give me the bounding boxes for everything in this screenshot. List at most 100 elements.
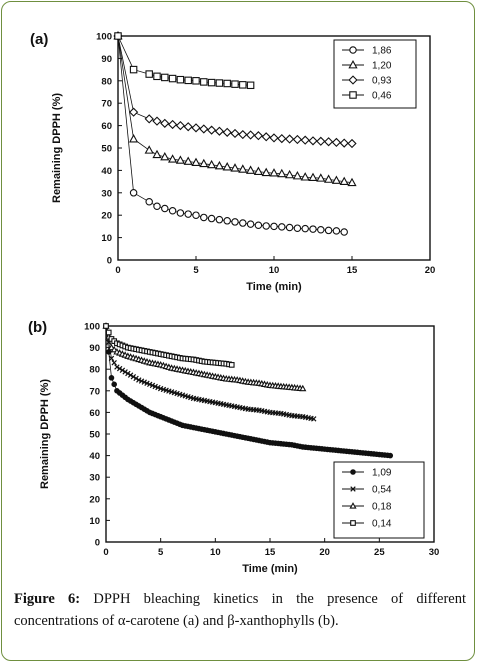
panel-label-b: (b) [28,319,47,336]
panel-label-a: (a) [30,31,48,48]
data-point [299,384,307,392]
legend-marker [349,502,357,509]
y-tick-label: 10 [89,516,100,527]
x-tick-label: 20 [425,265,436,276]
data-point [246,220,255,228]
x-tick-label: 0 [115,265,120,276]
data-point [228,362,235,368]
data-point [215,79,224,87]
legend-label: 1,20 [372,61,392,72]
data-point [262,222,270,230]
legend-marker [349,46,357,54]
data-point [145,70,153,78]
x-axis-title: Time (min) [246,281,302,293]
x-tick-label: 0 [103,547,108,558]
legend-marker [349,91,357,99]
data-point [324,226,333,235]
data-point [200,213,208,222]
data-point [144,145,154,154]
data-point [332,227,341,235]
data-point [339,138,349,148]
data-point [119,367,126,374]
data-point [153,202,161,210]
data-point [238,164,248,173]
data-point [308,172,318,181]
data-point [308,136,318,146]
data-point [160,151,170,161]
data-point [105,329,112,336]
y-tick-label: 10 [101,233,112,244]
data-point [108,375,115,381]
data-point [122,369,128,375]
data-point [167,119,178,130]
data-point [184,76,192,85]
data-point [214,126,225,136]
data-point [316,136,326,146]
data-point [161,204,169,213]
chart-b: (b) 0 10 20 30 40 50 60 70 80 90 100 0 5 10 15 20 25 30 Tim… [28,319,440,575]
x-tick-label: 30 [429,547,440,558]
data-point [207,214,216,223]
data-point [239,219,247,227]
data-point [253,166,264,175]
series-3 [113,31,357,149]
y-tick-label: 90 [89,343,100,354]
data-point [144,114,154,124]
data-point [125,370,131,377]
figure-caption-text: DPPH bleaching kinetics in the presence … [14,591,467,629]
data-point [128,134,139,143]
data-point [161,73,169,82]
data-point [278,223,286,231]
series-2 [113,31,357,187]
y-axis-title: Remaining DPPH (%) [39,379,51,489]
data-point [223,217,231,225]
data-point [231,80,239,88]
legend-box [333,39,417,109]
data-point [207,78,216,87]
y-tick-label: 60 [101,121,112,132]
data-point [133,375,139,382]
data-point [116,365,123,372]
series-line [117,35,251,86]
data-point [129,189,138,197]
data-point [323,137,334,147]
legend: 1,09 0,54 0,18 0,14 [333,461,425,539]
legend: 1,86 1,20 0,93 0,46 [333,39,417,109]
data-point [153,72,161,81]
data-point [311,416,317,422]
legend-label: 0,18 [372,502,392,513]
data-point [222,162,232,171]
data-point [152,149,162,159]
data-point [167,154,178,163]
legend-label: 0,93 [372,76,392,87]
y-tick-label: 30 [101,188,112,199]
x-tick-label: 20 [319,547,330,558]
data-point [206,159,217,169]
data-point [214,160,225,170]
data-point [152,116,162,126]
data-point [128,107,139,117]
data-point [339,176,349,186]
data-point [269,168,279,177]
legend-label: 0,14 [372,519,392,530]
x-tick-label: 15 [265,547,276,558]
series-4 [103,323,235,368]
figure-caption: Figure 6: DPPH bleaching kinetics in the… [14,588,466,632]
data-point [192,211,200,219]
data-point [168,74,177,83]
y-tick-label: 100 [96,32,112,43]
data-point [111,381,117,388]
data-point [277,168,287,178]
data-point [347,177,357,187]
y-tick-label: 20 [101,211,112,222]
data-point [183,156,193,165]
y-tick-label: 0 [107,256,112,267]
data-point [231,218,239,226]
data-point [239,81,247,89]
y-tick-label: 60 [89,408,100,419]
data-point [184,210,192,218]
data-point [261,132,271,142]
data-point [245,165,256,174]
data-point [176,75,185,84]
